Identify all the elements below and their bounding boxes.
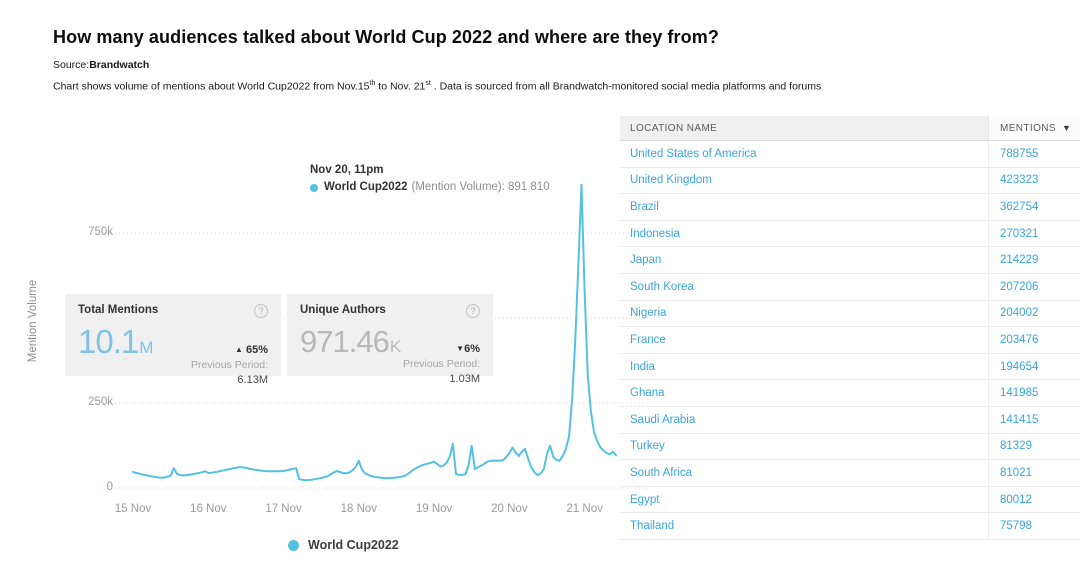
- y-axis-tick: 0: [106, 481, 113, 493]
- table-row: United States of America 788755: [620, 141, 1080, 168]
- help-icon[interactable]: ?: [254, 304, 268, 318]
- x-axis-tick: 16 Nov: [190, 503, 227, 515]
- kpi-title: Total Mentions: [78, 304, 159, 316]
- x-axis-tick: 21 Nov: [566, 503, 603, 515]
- table-row: Indonesia 270321: [620, 220, 1080, 248]
- mentions-value[interactable]: 203476: [988, 327, 1080, 353]
- location-link[interactable]: Saudi Arabia: [630, 413, 696, 426]
- location-link[interactable]: South Africa: [630, 466, 693, 479]
- mentions-value[interactable]: 141985: [988, 380, 1080, 406]
- mention-volume-series-line: [132, 183, 617, 482]
- location-link[interactable]: South Korea: [630, 280, 694, 293]
- location-link[interactable]: Indonesia: [630, 227, 680, 240]
- location-link[interactable]: Thailand: [630, 520, 675, 533]
- location-link[interactable]: Egypt: [630, 493, 660, 506]
- mentions-value[interactable]: 80012: [988, 486, 1080, 513]
- location-name-header[interactable]: LOCATION NAME: [620, 116, 988, 140]
- tooltip-series: World Cup2022: [324, 181, 408, 193]
- location-link[interactable]: United Kingdom: [630, 174, 712, 187]
- mention-volume-line-chart: [103, 183, 650, 489]
- total-mentions-card: Total Mentions ? 10.1 M ▲ 65% Previous P…: [65, 294, 281, 386]
- tooltip-value: (Mention Volume): 891 810: [411, 181, 550, 193]
- table-row: India 194654: [620, 353, 1080, 381]
- previous-period-value: 1.03M: [449, 373, 480, 385]
- x-axis-tick: 18 Nov: [340, 503, 378, 515]
- mentions-value[interactable]: 81329: [988, 433, 1080, 460]
- mentions-value[interactable]: 141415: [988, 406, 1080, 433]
- location-link[interactable]: India: [630, 360, 655, 373]
- y-axis-tick: 750k: [88, 226, 113, 238]
- mentions-value[interactable]: 362754: [988, 194, 1080, 220]
- tooltip-date: Nov 20, 11pm: [310, 164, 384, 176]
- chart-legend[interactable]: World Cup2022: [288, 538, 399, 552]
- previous-period-value: 6.13M: [237, 374, 268, 386]
- previous-period-label: Previous Period:: [190, 359, 268, 371]
- location-link[interactable]: Ghana: [630, 387, 665, 400]
- x-axis-tick: 19 Nov: [415, 503, 453, 515]
- table-body: United States of America 788755 United Kin…: [620, 141, 1080, 540]
- help-icon[interactable]: ?: [466, 304, 480, 318]
- table-row: South Africa 81021: [620, 460, 1080, 487]
- table-row: Turkey 81329: [620, 433, 1080, 461]
- table-row: United Kingdom 423323: [620, 167, 1080, 195]
- location-link[interactable]: United States of America: [630, 147, 757, 160]
- location-link[interactable]: Nigeria: [630, 307, 667, 320]
- x-axis-tick: 20 Nov: [491, 503, 528, 515]
- y-axis-title: Mention Volume: [27, 279, 39, 363]
- sort-desc-icon: ▼: [1061, 123, 1072, 133]
- up-triangle-icon: ▲: [234, 345, 243, 354]
- source-line: Source:Brandwatch: [53, 59, 149, 71]
- mentions-value[interactable]: 423323: [988, 167, 1080, 194]
- source-prefix: Source:: [53, 59, 90, 71]
- previous-period-label: Previous Period:: [402, 358, 480, 370]
- table-row: South Korea 207206: [620, 273, 1080, 301]
- mentions-header[interactable]: MENTIONS ▼: [988, 116, 1080, 140]
- down-triangle-icon: ▼: [456, 344, 465, 353]
- table-row: Ghana 141985: [620, 380, 1080, 407]
- page-title: How many audiences talked about World Cu…: [53, 27, 719, 47]
- table-row: Egypt 80012: [620, 486, 1080, 514]
- chart-tooltip: Nov 20, 11pm World Cup2022 (Mention Volu…: [310, 162, 550, 196]
- mentions-value[interactable]: 270321: [988, 220, 1080, 247]
- table-header-row: LOCATION NAME MENTIONS ▼: [620, 116, 1080, 141]
- mentions-value[interactable]: 788755: [988, 141, 1080, 167]
- unique-authors-card: Unique Authors ? 971.46 K ▼6% Previous P…: [287, 294, 493, 385]
- change-badge: ▲ 65%: [234, 344, 268, 356]
- x-axis-tick: 15 Nov: [114, 503, 152, 515]
- table-row: Thailand 75798: [620, 513, 1080, 540]
- table-row: Brazil 362754: [620, 194, 1080, 221]
- table-row: France 203476: [620, 327, 1080, 354]
- table-row: Nigeria 204002: [620, 300, 1080, 328]
- y-axis-tick: 250k: [88, 396, 113, 408]
- mentions-value[interactable]: 204002: [988, 300, 1080, 327]
- mentions-value[interactable]: 207206: [988, 273, 1080, 300]
- mentions-value[interactable]: 214229: [988, 247, 1080, 273]
- kpi-unit: M: [139, 338, 154, 357]
- series-dot-icon: [310, 183, 318, 192]
- mentions-value[interactable]: 81021: [988, 460, 1080, 486]
- table-row: Saudi Arabia 141415: [620, 406, 1080, 434]
- kpi-value: 10.1: [78, 323, 139, 360]
- location-link[interactable]: Brazil: [630, 200, 659, 213]
- source-name: Brandwatch: [89, 59, 150, 71]
- locations-table: LOCATION NAME MENTIONS ▼ United States of…: [620, 116, 1080, 540]
- legend-label: World Cup2022: [308, 538, 399, 552]
- kpi-title: Unique Authors: [300, 304, 386, 316]
- mentions-value[interactable]: 194654: [988, 353, 1080, 380]
- location-link[interactable]: France: [630, 333, 666, 346]
- table-row: Japan 214229: [620, 247, 1080, 274]
- x-axis-tick: 17 Nov: [265, 503, 302, 515]
- change-badge: ▼6%: [456, 343, 480, 355]
- chart-description: Chart shows volume of mentions about Wor…: [53, 80, 822, 93]
- location-link[interactable]: Japan: [630, 254, 662, 267]
- mentions-value[interactable]: 75798: [988, 513, 1080, 539]
- legend-dot-icon: [288, 539, 299, 551]
- kpi-value: 971.46: [300, 324, 390, 359]
- location-link[interactable]: Turkey: [630, 440, 665, 453]
- kpi-unit: K: [389, 337, 402, 356]
